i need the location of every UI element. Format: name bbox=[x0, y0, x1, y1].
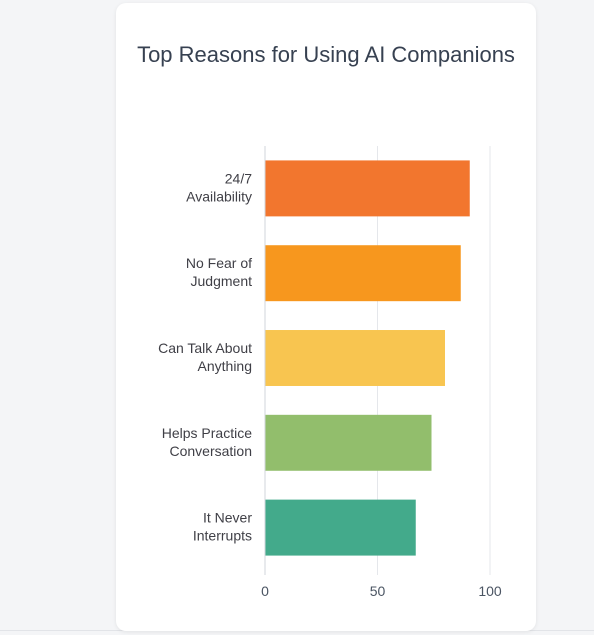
category-label-line: Helps Practice bbox=[162, 425, 252, 441]
chart-title: Top Reasons for Using AI Companions bbox=[137, 42, 515, 67]
chart-card: Top Reasons for Using AI Companions 24/7… bbox=[116, 3, 536, 631]
category-label: Helps Practice Conversation bbox=[162, 425, 252, 459]
category-label-line: Judgment bbox=[191, 273, 253, 289]
category-label-line: Availability bbox=[186, 188, 252, 204]
category-label-line: Anything bbox=[198, 358, 252, 374]
category-label-line: Conversation bbox=[170, 443, 253, 459]
category-label-line: No Fear of bbox=[186, 255, 252, 271]
x-tick-label: 50 bbox=[370, 583, 386, 599]
category-label-line: Interrupts bbox=[193, 528, 252, 544]
bar bbox=[265, 330, 445, 386]
category-label: Can Talk About Anything bbox=[158, 340, 252, 374]
category-label-line: 24/7 bbox=[225, 170, 252, 186]
category-label-line: It Never bbox=[203, 510, 252, 526]
category-label-line: Can Talk About bbox=[158, 340, 252, 356]
category-label: No Fear of Judgment bbox=[186, 255, 252, 289]
bar-chart: 24/7 Availability No Fear of Judgment Can Ta… bbox=[158, 146, 502, 599]
bar bbox=[265, 414, 432, 471]
bar bbox=[265, 160, 470, 217]
category-label: It Never Interrupts bbox=[193, 510, 252, 544]
category-label: 24/7 Availability bbox=[186, 170, 252, 204]
bar bbox=[265, 499, 416, 556]
x-tick-label: 0 bbox=[261, 583, 269, 599]
x-tick-label: 100 bbox=[478, 583, 502, 599]
bar bbox=[265, 245, 461, 302]
